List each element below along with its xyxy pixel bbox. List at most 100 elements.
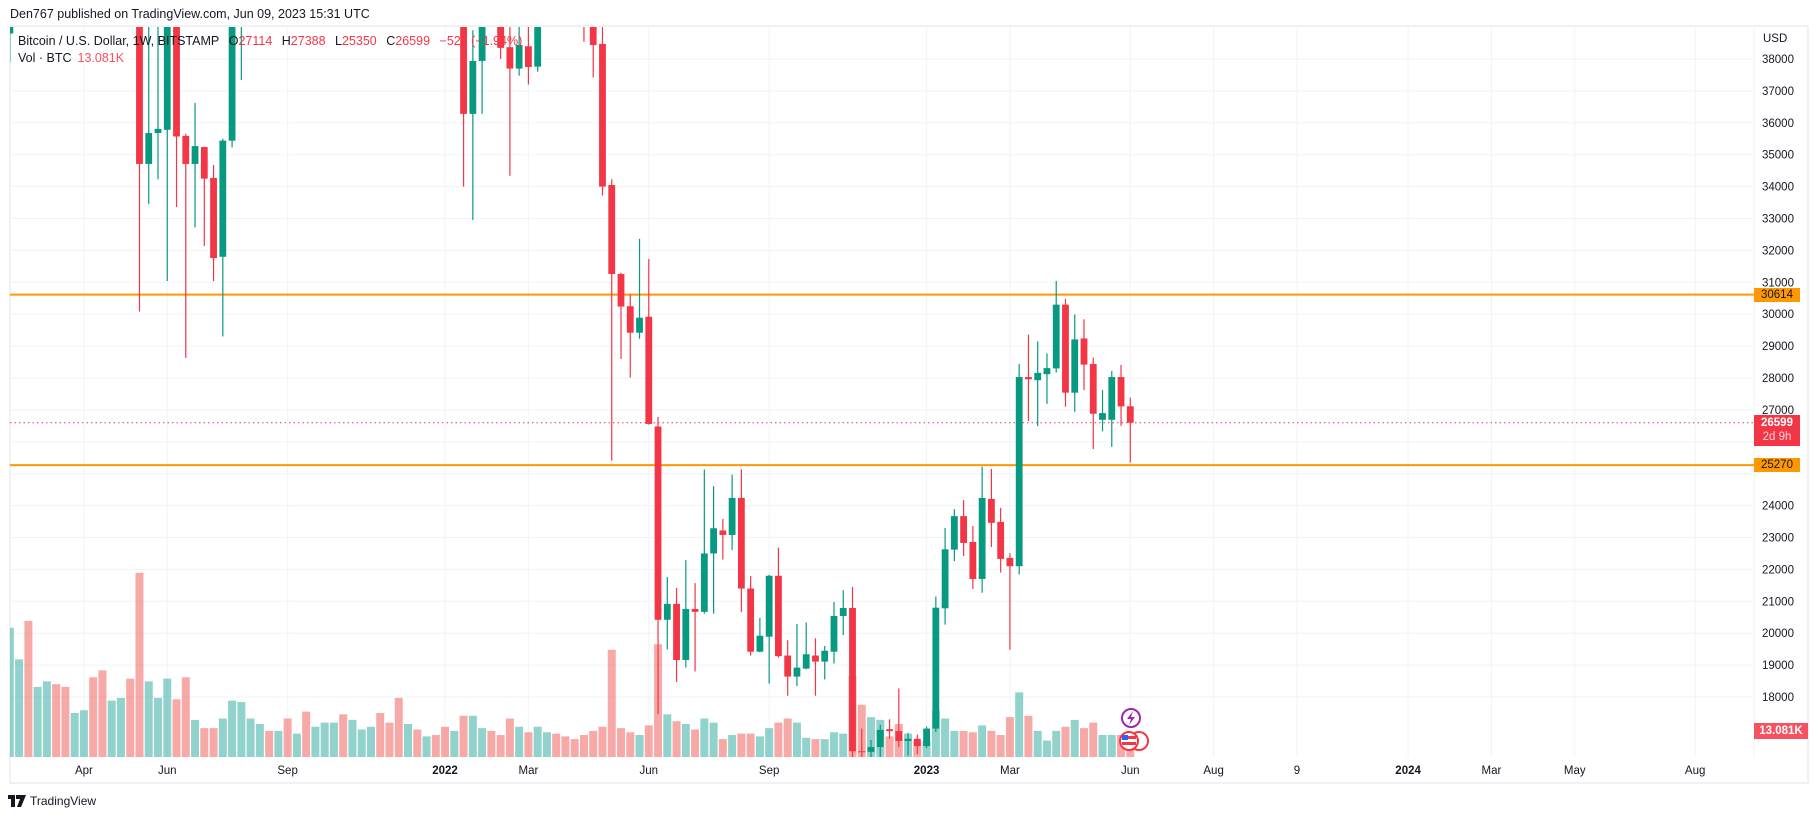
volume-bar (728, 735, 737, 757)
volume-bar (413, 729, 422, 757)
volume-bar (126, 678, 135, 757)
volume-bar (1005, 717, 1014, 757)
volume-bar (431, 735, 440, 757)
candle-body (645, 316, 653, 424)
price-tick-label: 35000 (1762, 150, 1794, 162)
volume-bar (191, 719, 200, 757)
volume-bar (941, 718, 950, 757)
volume-bar (15, 659, 24, 757)
volume-bar (107, 700, 116, 757)
volume-bar (79, 710, 88, 757)
volume-bar (320, 722, 329, 757)
volume-bar (774, 722, 783, 757)
volume-bar (700, 718, 709, 757)
volume-bar (931, 710, 940, 757)
volume-bar (1098, 735, 1107, 757)
volume-bar (524, 732, 533, 757)
lightning-event-icon[interactable] (1121, 708, 1141, 728)
candle-body (460, 27, 467, 114)
volume-bar (404, 724, 413, 757)
volume-bar (376, 713, 385, 757)
candle-body (960, 516, 968, 543)
price-tick-label: 24000 (1762, 501, 1794, 513)
volume-bar (1042, 740, 1051, 757)
volume-bar (265, 730, 274, 757)
horizontal-levels[interactable] (10, 293, 1754, 467)
candle-body (163, 27, 171, 130)
volume-bar (533, 726, 542, 757)
volume-bar (172, 699, 181, 757)
volume-legend[interactable]: Vol · BTC 13.081K (18, 51, 124, 65)
chart-frame (9, 25, 1809, 784)
candle-body (886, 729, 893, 732)
price-tick-label: 33000 (1762, 214, 1794, 226)
candle-body (581, 0, 588, 14)
price-tick-label: 34000 (1762, 182, 1794, 194)
candle-body (988, 498, 995, 523)
volume-bar (672, 721, 681, 757)
candle-body (710, 528, 717, 554)
high-value: 27388 (290, 34, 326, 48)
volume-bar (1089, 722, 1098, 757)
volume-bar (663, 714, 672, 757)
candle-body (478, 27, 486, 61)
candle-body (895, 731, 903, 742)
volume-bar (218, 718, 227, 757)
candle-body (145, 133, 153, 164)
volume-bar (644, 725, 653, 757)
currency-label[interactable]: USD (1763, 33, 1788, 45)
tradingview-logo[interactable]: TradingView (8, 794, 96, 808)
candle-body (682, 608, 690, 660)
volume-bar (329, 722, 338, 757)
volume-bar (1015, 692, 1024, 757)
candle-body (830, 615, 838, 652)
price-tick-label: 36000 (1762, 118, 1794, 130)
volume-bar (1052, 730, 1061, 757)
close-value: 26599 (395, 34, 431, 48)
volume-bar (1061, 726, 1070, 757)
candle-body (673, 603, 680, 660)
volume-bar (607, 649, 616, 757)
price-tick-label: 29000 (1762, 341, 1794, 353)
volume-bar (1033, 730, 1042, 757)
price-axis[interactable]: 18000 19000 20000 21000 22000 23000 24000 27000… (1762, 54, 1794, 704)
candle-body (534, 27, 542, 67)
candle-body (506, 47, 514, 69)
volume-bar (1107, 735, 1116, 757)
volume-bar (255, 724, 264, 757)
volume-bar (163, 678, 172, 757)
volume-bar (61, 686, 70, 757)
candle-body (802, 654, 810, 669)
time-tick-label: Mar (1482, 765, 1502, 777)
candle-body (691, 608, 699, 612)
volume-bar (116, 697, 125, 757)
volume-bar (950, 730, 959, 757)
volume-bar (968, 732, 977, 757)
time-axis[interactable]: Apr Jun Sep 2022 Mar Jun Sep 2023 Mar Jun Aug 9 2024… (75, 765, 1705, 777)
candle-body (1099, 413, 1106, 420)
volume-bar (422, 736, 431, 757)
volume-bar (691, 729, 700, 757)
candle-body (765, 575, 773, 637)
volume-bar (468, 715, 477, 757)
price-tick-label: 20000 (1762, 628, 1794, 640)
volume-bar (1024, 715, 1033, 757)
candle-body (136, 27, 143, 164)
open-label: O (228, 34, 239, 48)
candle-body (849, 607, 856, 752)
volume-bar (959, 730, 968, 757)
volume-bar (839, 733, 848, 757)
high-label: H (281, 34, 291, 48)
volume-bar (450, 730, 459, 757)
close-label: C (386, 34, 396, 48)
volume-bar (681, 724, 690, 757)
candle-body (191, 146, 199, 164)
symbol-legend[interactable]: Bitcoin / U.S. Dollar, 1W, BITSTAMP O271… (18, 34, 522, 48)
volume-bar (829, 732, 838, 757)
volume-bar (135, 572, 144, 757)
us-flag-event-icon[interactable] (1119, 731, 1149, 751)
volume-bar (70, 713, 79, 757)
volume-bar (246, 718, 255, 757)
volume-bar (1070, 719, 1079, 757)
